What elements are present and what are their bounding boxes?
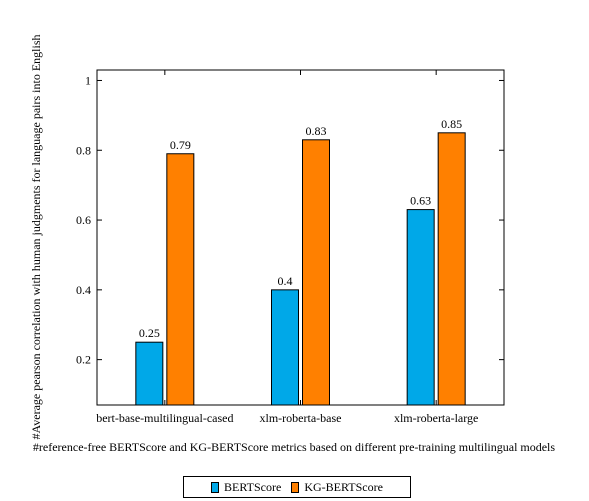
data-label: 0.83 — [306, 124, 327, 138]
data-label: 0.85 — [441, 117, 462, 131]
bar-bertscore — [271, 289, 299, 406]
data-label: 0.25 — [139, 326, 160, 340]
y-tick-label: 0.8 — [76, 143, 91, 157]
bar-kg-bertscore — [166, 153, 195, 406]
bar-bertscore — [135, 341, 164, 406]
y-tick-label: 0.2 — [76, 353, 91, 367]
y-tick-label: 1 — [85, 73, 91, 87]
y-tick-label: 0.6 — [76, 213, 91, 227]
bar-bertscore — [406, 209, 435, 406]
legend-item-bertscore: BERTScore — [211, 480, 281, 495]
legend: BERTScore KG-BERTScore — [183, 476, 411, 498]
legend-item-kg-bertscore: KG-BERTScore — [291, 480, 383, 495]
legend-swatch-bertscore — [211, 481, 220, 493]
bar-kg-bertscore — [302, 139, 330, 406]
legend-label-bertscore: BERTScore — [224, 479, 282, 494]
data-label: 0.4 — [278, 274, 293, 288]
legend-label-kg-bertscore: KG-BERTScore — [304, 479, 383, 494]
x-tick-label: xlm-roberta-large — [394, 411, 478, 425]
x-tick-label: bert-base-multilingual-cased — [96, 411, 233, 425]
legend-swatch-kg-bertscore — [291, 481, 300, 493]
data-label: 0.63 — [410, 194, 431, 208]
x-axis-title: #reference-free BERTScore and KG-BERTSco… — [33, 440, 555, 454]
bar-chart: 0.2 0.4 0.6 0.8 1 bert-base-multilingual-case… — [29, 35, 555, 455]
bar-kg-bertscore — [437, 132, 466, 406]
y-axis-title: #Average pearson correlation with human … — [29, 35, 43, 440]
y-tick-label: 0.4 — [76, 283, 91, 297]
data-label: 0.79 — [170, 138, 191, 152]
x-tick-label: xlm-roberta-base — [260, 411, 342, 425]
